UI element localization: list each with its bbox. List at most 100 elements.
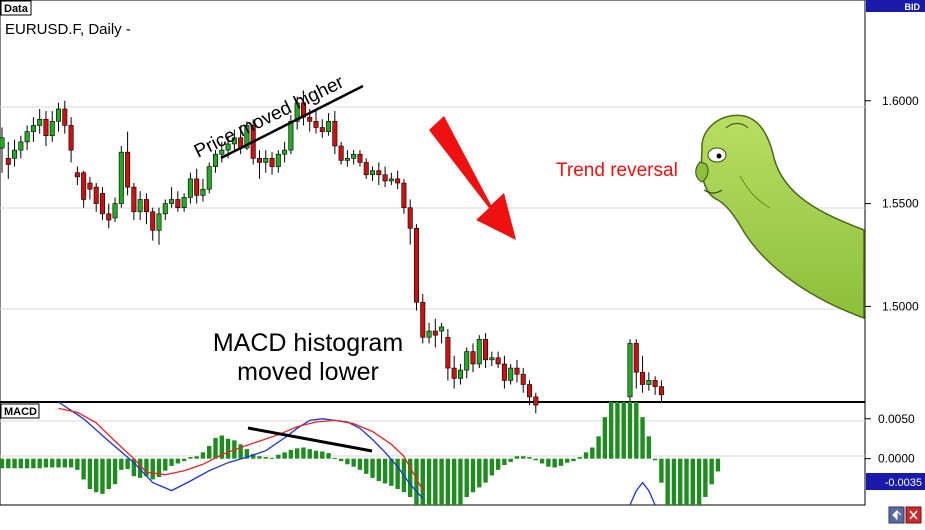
histogram-bar [75,458,80,470]
candle [43,111,49,146]
histogram-bar [188,457,193,459]
histogram-bar [18,458,24,469]
candle [294,96,300,130]
price-candles [0,90,664,414]
candle-body [231,137,237,145]
macd-tab[interactable] [0,403,40,419]
candle [125,131,131,196]
histogram-bar [81,458,86,480]
candle-body [143,199,149,213]
histogram-bar [257,456,262,459]
histogram-bar [602,417,608,459]
price-tick-label: 1.5000 [882,299,919,313]
macd-value-box [866,473,925,490]
candle [313,108,319,134]
candle-body [332,121,338,147]
candle-body [451,367,457,379]
histogram-bar [508,458,513,462]
histogram-bar [376,458,381,482]
candle [181,193,187,212]
reversal-note: Trend reversal [556,160,678,181]
candle-body [181,197,187,208]
histogram-bar [527,457,532,459]
candle-body [652,380,658,387]
histogram-bar [50,458,55,468]
candle [344,150,350,167]
histogram-bar [94,458,99,493]
candle-body [501,363,507,381]
signal-line [58,407,424,491]
histogram-bar [307,449,312,459]
histogram-bar [426,458,432,505]
candle-body [326,121,332,132]
candle-body [382,174,388,182]
candle-body [0,137,5,149]
candle [12,139,18,167]
candle [413,224,419,311]
macd-line-segment [629,481,656,506]
histogram-bar [6,458,11,469]
histogram-bar [137,458,143,478]
histogram-bar [200,452,206,459]
candle [87,176,93,200]
histogram-bar [552,458,557,468]
candle [137,191,143,221]
histogram-bar [43,458,49,468]
candle-body [370,170,376,176]
candle-body [495,357,501,365]
histogram-bar [489,458,495,476]
candle-body [439,326,445,332]
macd-tick-label: 0.0050 [878,412,915,426]
candle-body [169,199,175,204]
candle-body [294,102,300,122]
candle [162,199,168,221]
candle [131,183,137,221]
candle-body [263,158,269,163]
histogram-bar [445,458,451,505]
candle-body [156,213,162,231]
macd-line [58,401,424,500]
candle [658,380,664,401]
histogram-bar [696,458,702,505]
histogram-bar [68,458,74,468]
candle [18,135,24,159]
candle-body [307,116,313,122]
histogram-bar [577,457,582,459]
histogram-bar [458,458,463,505]
candle [338,141,344,165]
candle-body [24,131,30,143]
histogram-bar [282,452,287,459]
histogram-bar [502,458,507,466]
candle [633,339,639,389]
macd-gridlines [0,420,865,457]
histogram-bar [100,458,105,494]
candle [194,168,200,204]
candle [483,333,489,369]
histogram-bar [144,458,149,477]
candle-body [194,178,200,196]
candle [533,392,539,414]
candle [489,351,495,367]
candle [81,170,87,208]
histogram-bar [276,454,281,459]
data-tab-label: Data [4,3,29,15]
histogram-bar [464,458,469,498]
histogram-bar [31,458,36,469]
candle-body [508,367,514,381]
histogram-bar [433,458,438,505]
histogram-bar [596,436,601,459]
candle-body [282,149,288,155]
candle-body [363,162,369,176]
candle [256,150,262,179]
arrows-icon[interactable] [888,506,905,524]
histogram-bar [125,458,130,470]
histogram-bar [62,458,67,468]
candle [451,355,457,389]
histogram-bar [56,458,61,468]
histogram-bar [338,458,344,462]
histogram-bar [12,458,17,469]
data-tab[interactable] [0,0,32,16]
close-icon[interactable] [905,506,922,524]
histogram-bar [571,458,576,462]
bid-label: BID [905,2,921,12]
